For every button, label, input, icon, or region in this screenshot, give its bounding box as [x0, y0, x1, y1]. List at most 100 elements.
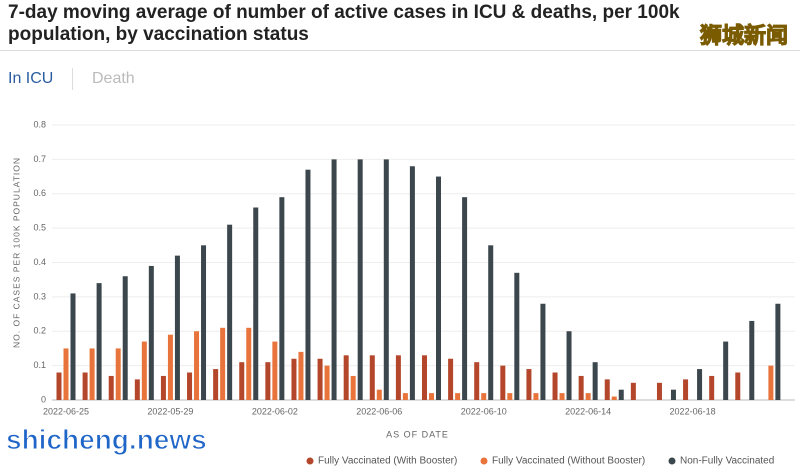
bar [324, 365, 330, 400]
bar [122, 276, 128, 400]
bar [552, 372, 558, 400]
title: 7-day moving average of number of active… [8, 2, 680, 45]
y-tick-label: 0.8 [33, 119, 46, 129]
bar [108, 375, 114, 400]
bar [253, 207, 259, 400]
y-tick-label: 0.5 [33, 223, 46, 233]
legend-marker [668, 457, 676, 465]
bar [775, 303, 781, 400]
bar [350, 375, 356, 400]
legend-label: Fully Vaccinated (With Booster) [318, 456, 457, 467]
bar [395, 355, 401, 400]
tab-active[interactable]: In ICU [8, 70, 54, 87]
bar [227, 224, 233, 400]
bar [305, 169, 311, 400]
x-tick-label: 2022-06-18 [670, 406, 716, 416]
tab[interactable]: Death [92, 70, 135, 87]
bar [578, 375, 584, 400]
bar [709, 375, 715, 400]
bar [670, 389, 676, 400]
x-tick-label: 2022-06-14 [565, 406, 611, 416]
bar [246, 327, 252, 400]
bar [630, 382, 636, 400]
bar [115, 348, 121, 400]
bar [474, 362, 480, 400]
y-axis-title: NO. OF CASES PER 100K POPULATION [11, 157, 21, 348]
bar [89, 348, 95, 400]
watermark: shicheng.news [6, 424, 208, 456]
bar [462, 197, 468, 400]
bar [500, 365, 506, 400]
bar [187, 372, 193, 400]
bar [265, 362, 271, 400]
legend-marker [306, 457, 314, 465]
bar [683, 379, 689, 400]
x-tick-label: 2022-06-06 [356, 406, 402, 416]
bar [735, 372, 741, 400]
bar [174, 255, 180, 400]
bar [749, 320, 755, 400]
bar [592, 362, 598, 400]
bar [82, 372, 88, 400]
bar [220, 327, 226, 400]
bar [507, 393, 513, 400]
bar [291, 358, 297, 400]
bar [298, 351, 304, 400]
bar [56, 372, 62, 400]
bar [213, 369, 219, 400]
bar [533, 393, 539, 400]
bar [436, 176, 441, 400]
legend-marker [480, 457, 488, 465]
bar [618, 389, 624, 400]
legend-label: Fully Vaccinated (Without Booster) [492, 456, 645, 467]
bar [134, 379, 140, 400]
bar [488, 245, 494, 400]
bar [272, 341, 278, 400]
bar [201, 245, 207, 400]
bar [429, 393, 434, 400]
bar [167, 334, 173, 400]
bar [514, 272, 520, 400]
y-tick-label: 0.7 [33, 154, 46, 164]
bar [369, 355, 375, 400]
bar [422, 355, 427, 400]
x-tick-label: 2022-06-25 [43, 406, 89, 416]
bar [141, 341, 147, 400]
bar [343, 355, 349, 400]
bar [697, 369, 703, 400]
tab-divider [72, 68, 73, 90]
bar [526, 369, 532, 400]
bar [611, 396, 617, 400]
bar [70, 293, 76, 400]
bar [357, 159, 363, 400]
bar [566, 331, 572, 400]
x-axis-title: AS OF DATE [386, 429, 449, 439]
bar [656, 382, 662, 400]
bar [481, 393, 487, 400]
y-tick-label: 0.1 [33, 360, 46, 370]
x-tick-label: 2022-05-29 [147, 406, 193, 416]
bar [723, 341, 729, 400]
bar [96, 283, 102, 400]
x-tick-label: 2022-06-02 [252, 406, 298, 416]
bar [448, 358, 454, 400]
legend-label: Non-Fully Vaccinated [680, 456, 774, 467]
bar [63, 348, 69, 400]
bar [559, 393, 565, 400]
separator [0, 50, 800, 51]
bar [383, 159, 389, 400]
bar [402, 393, 408, 400]
bar [604, 379, 610, 400]
y-tick-label: 0.4 [33, 257, 46, 267]
bar [376, 389, 382, 400]
bar [239, 362, 245, 400]
bar [540, 303, 546, 400]
y-tick-label: 0 [41, 394, 46, 404]
bar [409, 166, 415, 400]
bar [768, 365, 774, 400]
bar [455, 393, 461, 400]
watermark: 狮城新闻 [699, 24, 788, 50]
bar [585, 393, 591, 400]
